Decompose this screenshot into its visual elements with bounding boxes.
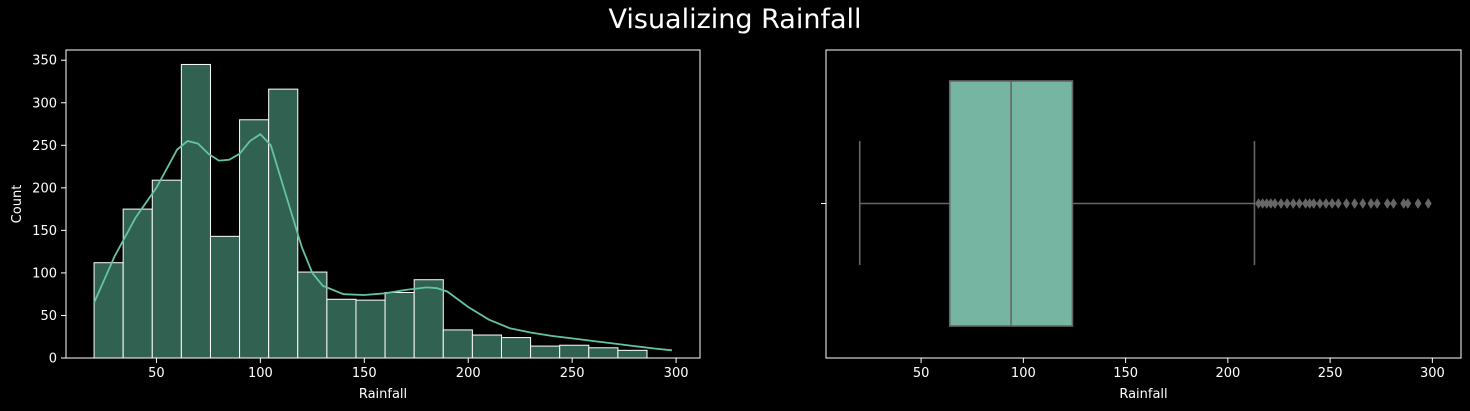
- boxplot-x-tick-label: 250: [1318, 366, 1343, 381]
- boxplot-x-tick-label: 200: [1215, 366, 1240, 381]
- histogram-bar: [355, 299, 386, 359]
- histogram-x-ticks: 50 100 150 200 250 300: [148, 358, 689, 381]
- boxplot-outlier: [1334, 198, 1342, 209]
- histogram-x-tick-label: 250: [560, 366, 585, 381]
- histogram-y-label: Count: [10, 185, 25, 224]
- histogram-y-tick-label: 150: [32, 224, 57, 239]
- histogram-bar: [588, 347, 619, 359]
- histogram-x-tick-label: 150: [352, 366, 377, 381]
- boxplot-outlier: [1342, 198, 1350, 209]
- figure-title: Visualizing Rainfall: [608, 4, 862, 35]
- histogram-bar: [413, 279, 444, 359]
- boxplot-outlier: [1351, 198, 1359, 209]
- histogram-y-tick-label: 300: [32, 96, 57, 111]
- histogram-axes-frame: [65, 49, 701, 359]
- boxplot-outlier: [1283, 198, 1291, 209]
- histogram-bar: [122, 208, 153, 359]
- histogram-bar: [500, 337, 532, 359]
- boxplot-elements: [858, 80, 1432, 327]
- histogram-x-tick-label: 50: [148, 366, 165, 381]
- boxplot-x-tick-label: 100: [1011, 366, 1036, 381]
- boxplot-outlier: [1373, 198, 1381, 209]
- histogram-y-tick-label: 0: [49, 352, 57, 367]
- histogram-y-tick-label: 50: [40, 309, 57, 324]
- histogram-y-tick-label: 350: [32, 54, 57, 69]
- boxplot-outlier: [1404, 198, 1412, 209]
- histogram-bar: [239, 119, 270, 359]
- histogram-x-label: Rainfall: [359, 387, 407, 402]
- histogram-bar: [617, 349, 648, 359]
- boxplot-outlier: [1359, 198, 1367, 209]
- histogram-bar: [326, 298, 357, 359]
- boxplot-panel: 50 100 150 200 250 300 Rainfall: [821, 49, 1462, 402]
- histogram-bar: [559, 344, 590, 359]
- kde-curve: [93, 133, 672, 352]
- histogram-bars: [93, 63, 648, 359]
- histogram-bar: [180, 63, 211, 359]
- histogram-x-tick-label: 100: [248, 366, 273, 381]
- boxplot-x-tick-label: 150: [1113, 366, 1138, 381]
- histogram-y-tick-label: 200: [32, 181, 57, 196]
- boxplot-outlier: [1271, 198, 1279, 209]
- boxplot-outlier: [1424, 198, 1432, 209]
- histogram-panel: 50 100 150 200 250 300 050100150200250300350 …: [10, 49, 701, 402]
- boxplot-outlier: [1322, 198, 1330, 209]
- histogram-bar: [93, 262, 124, 359]
- boxplot-outlier: [1310, 198, 1318, 209]
- histogram-y-tick-label: 250: [32, 139, 57, 154]
- boxplot-outlier: [1383, 198, 1391, 209]
- boxplot-outlier: [1367, 198, 1375, 209]
- boxplot-outlier: [1295, 198, 1303, 209]
- histogram-x-tick-label: 200: [456, 366, 481, 381]
- histogram-bar: [384, 291, 415, 359]
- boxplot-x-tick-label: 50: [913, 366, 930, 381]
- histogram-y-ticks: 0 50 100 150 200 250 300 350: [32, 54, 66, 367]
- boxplot-outlier: [1316, 198, 1324, 209]
- histogram-x-tick-label: 300: [664, 366, 689, 381]
- boxplot-x-tick-label: 300: [1420, 366, 1445, 381]
- histogram-bar: [530, 345, 561, 359]
- histogram-bar: [209, 235, 241, 359]
- histogram-bar: [442, 329, 473, 359]
- boxplot-outlier: [1277, 198, 1285, 209]
- histogram-bar: [268, 88, 299, 359]
- boxplot-outlier: [1289, 198, 1297, 209]
- boxplot-x-label: Rainfall: [1119, 387, 1167, 402]
- boxplot-x-ticks: 50 100 150 200 250 300: [913, 358, 1445, 381]
- histogram-bar: [471, 334, 502, 359]
- histogram-y-tick-label: 100: [32, 266, 57, 281]
- boxplot-outlier: [1390, 198, 1398, 209]
- histogram-bar: [151, 179, 182, 359]
- boxplot-outlier: [1328, 198, 1336, 209]
- boxplot-outlier: [1414, 198, 1422, 209]
